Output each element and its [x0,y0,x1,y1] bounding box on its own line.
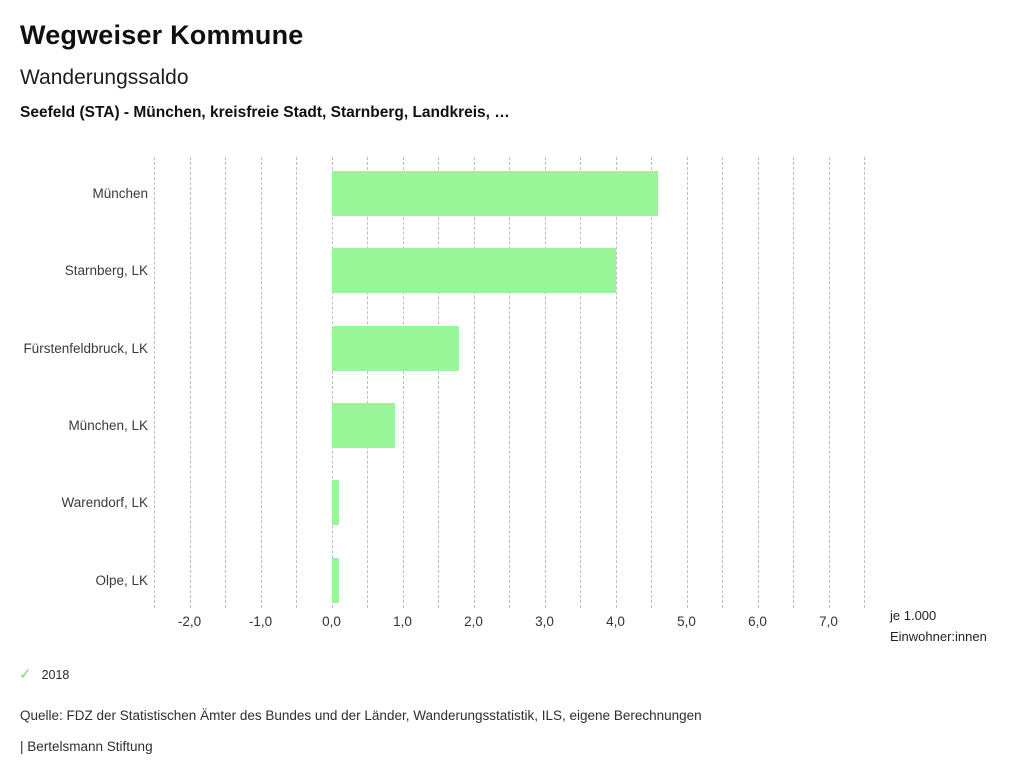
x-tick-label: 3,0 [535,614,554,629]
x-tick-label: 4,0 [606,614,625,629]
axis-unit-label: je 1.000 Einwohner:innen [890,605,987,647]
gridline [154,157,155,608]
chart-title: Wanderungssaldo [20,66,189,89]
bar-m-nchen-lk[interactable] [331,402,396,448]
gridline [544,157,546,608]
x-tick-label: 2,0 [464,614,483,629]
gridline [580,157,581,608]
bar-warendorf-lk[interactable] [331,480,339,526]
x-tick-label: 1,0 [393,614,412,629]
gridline [225,157,226,608]
source-text: Quelle: FDZ der Statistischen Ämter des … [20,708,702,723]
gridline [864,157,865,608]
chart-subtitle: Seefeld (STA) - München, kreisfreie Stad… [20,104,510,121]
bar-chart-plot-area [154,157,865,608]
bar-f-rstenfeldbruck-lk[interactable] [331,325,460,371]
gridline [331,157,333,608]
legend-year-label: 2018 [41,667,70,682]
x-tick-label: -2,0 [177,614,202,629]
category-label: München [92,186,148,201]
gridline [793,157,794,608]
gridline [402,157,404,608]
gridline [651,157,652,608]
bar-starnberg-lk[interactable] [331,248,616,294]
x-tick-label: -1,0 [248,614,273,629]
category-label: Olpe, LK [95,572,148,588]
gridline [438,157,439,608]
gridline [296,157,297,608]
category-label: Fürstenfeldbruck, LK [23,340,148,356]
app-title: Wegweiser Kommune [20,20,304,50]
gridline [260,157,262,608]
x-tick-label: 6,0 [748,614,767,629]
gridline [686,157,688,608]
axis-unit-line-1: je 1.000 [890,608,937,623]
category-label: Warendorf, LK [61,495,148,511]
attribution-text: | Bertelsmann Stiftung [20,739,153,754]
axis-unit-line-2: Einwohner:innen [890,629,987,644]
category-label: Starnberg, LK [64,263,148,279]
gridline [189,157,191,608]
gridline [757,157,759,608]
x-tick-label: 0,0 [322,614,341,629]
x-tick-label: 5,0 [677,614,696,629]
gridline [615,157,617,608]
gridline [722,157,723,608]
value-axis-tick-labels: -2,0 -1,0 0,0 1,0 2,0 3,0 4,0 5,0 6,0 7,0 [154,614,864,634]
category-axis-labels: München Starnberg, LK Fürstenfeldbruck, LK… [18,157,148,608]
bar-olpe-lk[interactable] [331,557,339,603]
gridline [473,157,475,608]
gridline [828,157,830,608]
x-tick-label: 7,0 [819,614,838,629]
category-label: München, LK [68,417,148,433]
check-icon: ✓ [19,666,32,683]
bar-m-nchen[interactable] [331,171,659,216]
gridline [367,157,368,608]
legend-item-2018[interactable]: ✓ 2018 [19,667,69,682]
gridline [509,157,510,608]
